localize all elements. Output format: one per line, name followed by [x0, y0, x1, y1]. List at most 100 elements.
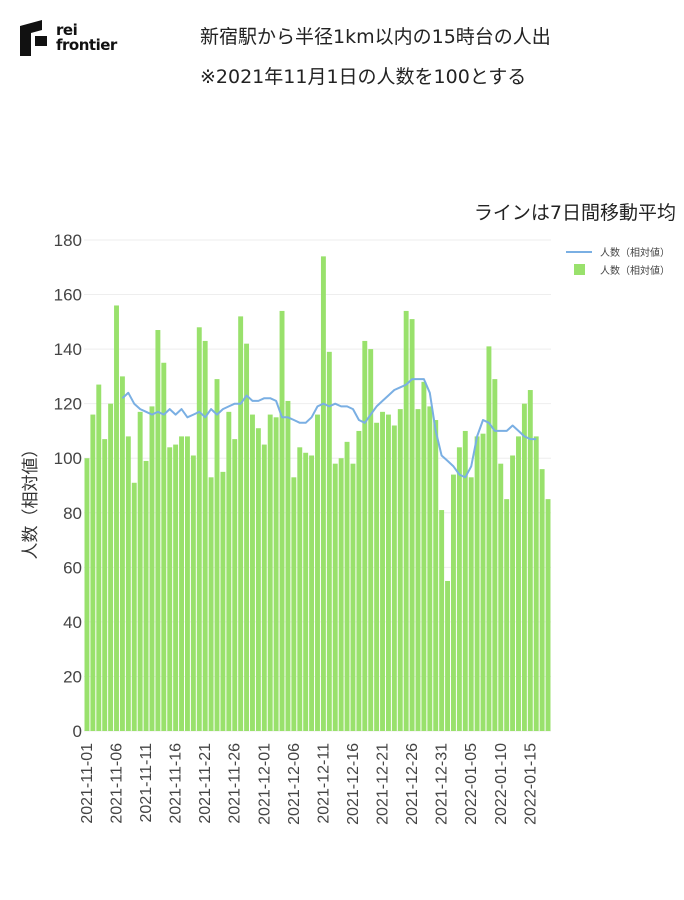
- bar: [338, 458, 344, 731]
- x-tick-label: 2021-12-21: [375, 743, 392, 825]
- bar: [409, 319, 415, 731]
- bar: [202, 340, 208, 731]
- bar: [84, 458, 90, 731]
- bar: [368, 349, 374, 731]
- bar: [208, 477, 214, 731]
- bar: [261, 444, 267, 731]
- bar: [303, 452, 309, 731]
- legend: 人数（相対値） 人数（相対値）: [566, 246, 670, 277]
- logo-text-line1: rei: [56, 21, 78, 39]
- bar: [521, 403, 527, 731]
- bar: [474, 436, 480, 731]
- bar: [374, 422, 380, 731]
- y-axis-label: 人数（相対値）: [21, 441, 41, 560]
- bar: [427, 406, 433, 731]
- x-tick-label: 2021-11-21: [197, 743, 214, 824]
- bar: [108, 403, 114, 731]
- bar: [344, 441, 350, 731]
- x-tick-label: 2021-12-11: [315, 743, 332, 824]
- bar: [220, 471, 226, 731]
- bar: [456, 447, 462, 731]
- bar: [196, 327, 202, 731]
- bar: [320, 256, 326, 731]
- legend-bar-swatch: [574, 264, 585, 275]
- bar: [462, 430, 468, 731]
- y-axis-ticks: 0 20 40 60 80 100 120 140 160 180: [54, 231, 82, 741]
- bar: [504, 499, 510, 731]
- bar: [445, 580, 451, 731]
- bar: [285, 400, 291, 731]
- x-tick-label: 2021-11-01: [79, 743, 96, 824]
- bar: [244, 343, 250, 731]
- x-tick-label: 2022-01-15: [522, 743, 539, 825]
- bar: [114, 305, 119, 731]
- bar: [255, 428, 261, 731]
- bar: [415, 409, 421, 731]
- y-tick-label: 20: [63, 667, 82, 686]
- bar: [433, 420, 439, 731]
- bar: [226, 411, 232, 731]
- bar: [291, 477, 297, 731]
- bar: [173, 444, 179, 731]
- bar: [527, 390, 533, 731]
- bar: [510, 455, 516, 731]
- bar: [167, 447, 173, 731]
- bar: [480, 433, 486, 731]
- x-axis-ticks: 2021-11-01 2021-11-06 2021-11-11 2021-11-16…: [79, 743, 539, 825]
- logo: rei frontier: [20, 20, 117, 56]
- bar: [250, 414, 255, 731]
- bar: [238, 316, 244, 731]
- bar: [90, 414, 96, 731]
- y-tick-label: 0: [73, 722, 82, 741]
- y-tick-label: 180: [54, 231, 82, 250]
- logo-text-line2: frontier: [56, 36, 117, 54]
- bar: [315, 414, 320, 731]
- bar: [391, 425, 397, 731]
- bar: [545, 499, 551, 731]
- x-tick-label: 2021-11-11: [138, 743, 155, 823]
- y-tick-label: 80: [63, 504, 82, 523]
- bar: [326, 351, 332, 731]
- bar: [350, 463, 356, 731]
- bar: [214, 379, 220, 731]
- bar: [362, 340, 368, 731]
- y-tick-label: 160: [54, 286, 82, 305]
- y-tick-label: 120: [54, 395, 82, 414]
- bar: [125, 436, 131, 731]
- bar: [297, 447, 303, 731]
- line-series: [121, 378, 537, 479]
- y-tick-label: 140: [54, 340, 82, 359]
- y-tick-label: 60: [63, 558, 82, 577]
- bar: [498, 463, 504, 731]
- bar: [539, 469, 545, 731]
- bar: [273, 417, 279, 731]
- bar: [149, 406, 155, 731]
- bar: [397, 409, 403, 731]
- moving-average-note: ラインは7日間移動平均: [473, 202, 676, 224]
- x-tick-label: 2021-12-06: [286, 743, 303, 825]
- bar: [486, 346, 492, 731]
- x-tick-label: 2022-01-05: [463, 743, 480, 825]
- bar: [439, 510, 445, 731]
- logo-mark-icon: [20, 20, 47, 56]
- bar: [279, 310, 285, 731]
- bar: [309, 455, 315, 731]
- bar: [332, 463, 338, 731]
- bar: [451, 474, 456, 731]
- x-tick-label: 2021-12-31: [434, 743, 451, 825]
- legend-line-label: 人数（相対値）: [600, 246, 670, 259]
- legend-bar-label: 人数（相対値）: [600, 264, 670, 277]
- y-tick-label: 40: [63, 613, 82, 632]
- bar: [421, 381, 427, 731]
- moving-average-line: [121, 378, 537, 479]
- chart-title: 新宿駅から半径1km以内の15時台の人出: [200, 26, 551, 48]
- bar: [179, 436, 184, 731]
- x-tick-label: 2021-12-01: [256, 743, 273, 825]
- bar: [267, 414, 273, 731]
- bar: [385, 414, 391, 731]
- bar: [190, 455, 196, 731]
- bar: [119, 376, 125, 731]
- bar: [380, 411, 385, 731]
- bar: [102, 439, 108, 731]
- x-tick-label: 2021-11-26: [227, 743, 244, 824]
